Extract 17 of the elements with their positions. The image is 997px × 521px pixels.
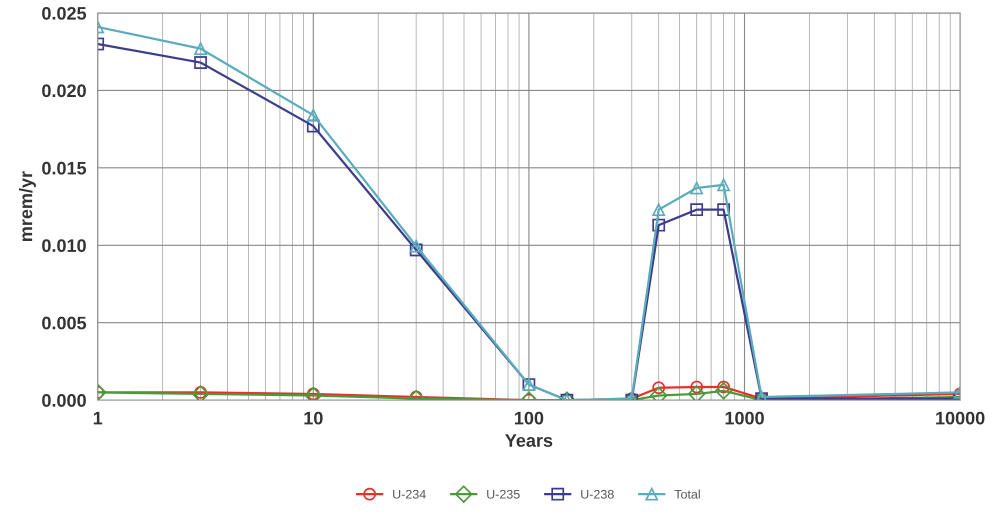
x-tick-label: 10000 bbox=[936, 412, 984, 424]
legend-label: U-235 bbox=[487, 490, 520, 499]
y-axis-title: mrem/yr bbox=[19, 171, 36, 242]
y-tick-label: 0.005 bbox=[42, 316, 86, 330]
y-tick-label: 0.020 bbox=[42, 84, 86, 98]
y-tick-label: 0.010 bbox=[42, 239, 86, 252]
legend-label: U-234 bbox=[393, 490, 426, 499]
x-axis-title: Years bbox=[505, 434, 552, 447]
x-tick-label: 1 bbox=[94, 412, 102, 424]
x-tick-label: 1000 bbox=[726, 412, 764, 424]
legend-label: Total bbox=[674, 489, 700, 499]
x-tick-label: 10 bbox=[304, 412, 323, 424]
x-tick-label: 100 bbox=[514, 412, 544, 424]
y-tick-label: 0.000 bbox=[42, 394, 86, 407]
y-tick-label: 0.025 bbox=[42, 6, 86, 20]
y-tick-label: 0.015 bbox=[42, 162, 86, 175]
legend-label: U-238 bbox=[581, 490, 614, 499]
